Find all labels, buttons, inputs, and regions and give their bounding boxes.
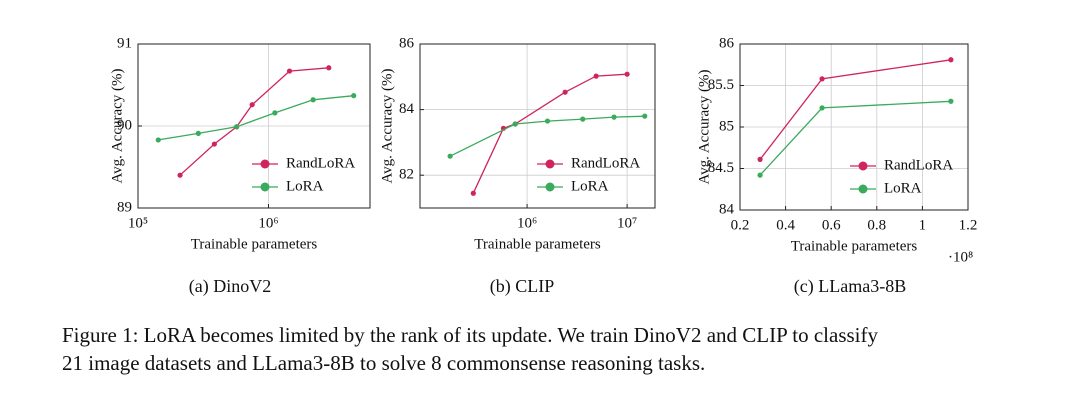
plot-frame <box>419 43 656 209</box>
x-tick-label: 0.2 <box>731 217 750 233</box>
legend-marker <box>545 159 555 169</box>
data-point <box>593 73 599 79</box>
legend-marker <box>545 182 555 192</box>
y-tick-label: 84 <box>719 201 735 217</box>
legend-marker <box>858 184 868 194</box>
x-tick-label: 1.2 <box>959 217 978 233</box>
legend-label: RandLoRA <box>884 157 953 173</box>
x-tick-label: 10⁶ <box>517 215 537 231</box>
plot-frame <box>739 43 969 211</box>
data-point <box>286 68 293 74</box>
x-tick-label: 1 <box>919 217 927 233</box>
data-point <box>177 172 183 178</box>
x-axis-label: Trainable parameters <box>474 236 601 252</box>
data-point <box>211 141 217 147</box>
legend-label: RandLoRA <box>571 155 640 171</box>
data-point <box>470 190 476 196</box>
x-axis-label: Trainable parameters <box>791 238 918 254</box>
data-point <box>195 130 201 136</box>
plot-frame <box>137 43 371 209</box>
y-tick-label: 91 <box>117 35 132 51</box>
y-tick-label: 90 <box>117 117 132 133</box>
data-point <box>447 153 453 159</box>
legend-label: LoRA <box>286 178 324 194</box>
data-point <box>757 172 763 178</box>
data-point <box>272 110 278 116</box>
y-tick-label: 84 <box>399 101 415 117</box>
x-axis-label: Trainable parameters <box>191 236 318 252</box>
x-tick-label: 10⁶ <box>258 215 278 231</box>
y-axis-label: Avg. Accuracy (%) <box>696 69 712 184</box>
x-tick-label: 0.8 <box>867 217 886 233</box>
data-point <box>310 97 316 103</box>
data-point <box>948 98 954 104</box>
data-point <box>580 116 586 122</box>
y-tick-label: 89 <box>117 199 132 215</box>
data-point <box>326 65 332 71</box>
series-line <box>449 115 645 157</box>
data-point <box>757 156 763 162</box>
data-point <box>544 118 551 124</box>
data-point <box>624 71 630 77</box>
data-point <box>819 105 825 111</box>
y-tick-label: 86 <box>719 35 735 51</box>
x-tick-label: 10⁷ <box>617 215 637 231</box>
data-point <box>351 93 357 99</box>
y-tick-label: 84.5 <box>708 160 734 176</box>
data-point <box>642 113 648 119</box>
data-point <box>249 102 255 108</box>
y-tick-label: 86 <box>399 35 415 51</box>
legend-label: LoRA <box>884 180 922 196</box>
data-point <box>155 137 161 143</box>
y-tick-label: 85 <box>719 118 734 134</box>
x-tick-label: 10⁵ <box>128 215 148 231</box>
legend-marker <box>260 182 270 192</box>
caption-line: 21 image datasets and LLama3-8B to solve… <box>62 351 705 375</box>
data-point <box>234 124 240 130</box>
legend-label: LoRA <box>571 178 609 194</box>
subcaption: (b) CLIP <box>490 276 555 297</box>
legend-marker <box>858 161 868 171</box>
y-axis-label: Avg. Accuracy (%) <box>379 68 395 183</box>
series-line <box>158 95 354 141</box>
data-point <box>512 121 518 127</box>
legend-marker <box>260 159 270 169</box>
data-point <box>562 89 568 95</box>
x-multiplier: ·10⁸ <box>948 249 973 265</box>
data-point <box>611 114 617 120</box>
y-tick-label: 82 <box>399 167 414 183</box>
legend-label: RandLoRA <box>286 155 355 171</box>
x-tick-label: 0.4 <box>776 217 795 233</box>
subcaption: (a) DinoV2 <box>189 276 271 297</box>
data-point <box>948 57 954 63</box>
series-line <box>472 73 628 194</box>
y-tick-label: 85.5 <box>708 77 734 93</box>
caption-line: Figure 1: LoRA becomes limited by the ra… <box>62 323 879 347</box>
x-tick-label: 0.6 <box>822 217 841 233</box>
data-point <box>819 76 825 82</box>
series-line <box>179 67 329 176</box>
subcaption: (c) LLama3-8B <box>794 276 906 297</box>
y-axis-label: Avg. Accuracy (%) <box>109 68 125 183</box>
